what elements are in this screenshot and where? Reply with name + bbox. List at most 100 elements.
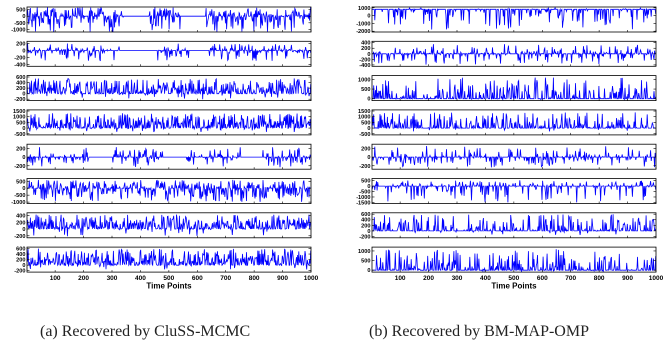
- y-tick-label: -1000: [356, 195, 370, 201]
- x-tick-label: 600: [192, 275, 203, 282]
- y-tick-label: 0: [367, 126, 370, 132]
- y-tick-label: 1000: [358, 77, 370, 83]
- subplot-3: 1000 500 0: [358, 75, 657, 103]
- y-tick-label: 200: [16, 220, 25, 226]
- y-tick-label: 0: [22, 126, 25, 132]
- y-tick-label: -500: [14, 193, 25, 199]
- series-line: [372, 249, 656, 273]
- series-line: [27, 43, 311, 62]
- subplot-1: 1000 0-1000 -2000: [356, 6, 657, 35]
- panel-right: 10000-1000-20004002000-200-4001000500015…: [356, 6, 663, 291]
- y-tick-label: -200: [14, 164, 25, 170]
- y-tick-label: 500: [361, 120, 370, 126]
- series-line: [372, 112, 656, 132]
- x-tick-label: 400: [480, 275, 491, 282]
- y-tick-label: 0: [367, 155, 370, 161]
- x-tick-label: 500: [508, 275, 519, 282]
- series-line: [27, 7, 311, 32]
- y-tick-label: 200: [16, 41, 25, 47]
- y-tick-label: 400: [16, 81, 25, 87]
- y-tick-label: 0: [367, 52, 370, 58]
- axes-box: [371, 143, 657, 170]
- y-tick-label: 200: [361, 147, 370, 153]
- y-tick-label: 0: [367, 14, 370, 20]
- y-tick-label: 200: [361, 223, 370, 229]
- y-tick-label: 1000: [358, 6, 370, 12]
- x-tick-label: 700: [565, 275, 576, 282]
- y-tick-label: 1000: [358, 115, 370, 121]
- y-tick-label: 400: [361, 41, 370, 47]
- x-tick-label: 900: [622, 275, 633, 282]
- x-tick-label: 800: [594, 275, 605, 282]
- y-tick-label: -200: [359, 57, 370, 63]
- y-tick-label: 0: [367, 184, 370, 190]
- x-tick-label: 1000: [304, 275, 319, 282]
- x-axis-label: Time Points: [491, 282, 537, 291]
- y-tick-label: -500: [359, 190, 370, 196]
- y-tick-label: -200: [14, 55, 25, 61]
- y-tick-label: 0: [22, 263, 25, 269]
- x-tick-label: 400: [135, 275, 146, 282]
- series-line: [372, 77, 656, 101]
- series-line: [372, 180, 656, 203]
- y-tick-label: 0: [22, 48, 25, 54]
- y-tick-label: -200: [14, 269, 25, 275]
- series-line: [372, 44, 656, 65]
- x-tick-label: 300: [107, 275, 118, 282]
- y-tick-label: 400: [16, 214, 25, 220]
- y-tick-label: 400: [361, 218, 370, 224]
- y-tick-label: 500: [361, 87, 370, 93]
- x-tick-label: 300: [452, 275, 463, 282]
- y-tick-label: 500: [16, 8, 25, 14]
- series-line: [27, 179, 311, 202]
- y-tick-label: -1000: [11, 27, 25, 33]
- y-tick-label: -200: [14, 234, 25, 240]
- y-tick-label: 600: [16, 75, 25, 81]
- y-tick-label: 0: [367, 97, 370, 103]
- x-tick-label: 1000: [649, 275, 663, 282]
- y-tick-label: 500: [361, 179, 370, 185]
- y-tick-label: 200: [16, 147, 25, 153]
- y-tick-label: 500: [361, 259, 370, 265]
- subplot-2: 2000-200 -400: [14, 40, 312, 69]
- y-tick-label: 1500: [358, 109, 370, 115]
- y-tick-label: 0: [367, 229, 370, 235]
- y-tick-label: 1000: [358, 249, 370, 255]
- y-tick-label: 500: [16, 120, 25, 126]
- y-tick-label: 0: [22, 186, 25, 192]
- x-tick-label: 700: [220, 275, 231, 282]
- series-line: [27, 248, 311, 270]
- x-tick-label: 800: [249, 275, 260, 282]
- series-line: [27, 77, 311, 100]
- y-tick-label: 200: [16, 86, 25, 92]
- y-tick-label: -200: [359, 234, 370, 240]
- y-tick-label: -200: [14, 97, 25, 103]
- x-tick-label: 200: [78, 275, 89, 282]
- y-tick-label: -400: [14, 63, 25, 69]
- y-tick-label: 0: [367, 268, 370, 274]
- series-line: [27, 147, 311, 168]
- caption-left: (a) Recovered by CluSS-MCMC: [40, 323, 251, 340]
- x-tick-label: 500: [163, 275, 174, 282]
- y-tick-label: -1000: [356, 21, 370, 27]
- axes-box: [26, 75, 312, 101]
- panel-left: 5000-500-10002000-200-4006004002000-2001…: [11, 6, 319, 291]
- subplot-8: 1000 500 0 100 200 300 400 500 600 700 800 900 1000 T…: [358, 246, 663, 291]
- y-tick-label: 200: [16, 258, 25, 264]
- x-tick-label: 100: [50, 275, 61, 282]
- x-tick-label: 200: [423, 275, 434, 282]
- y-tick-label: 500: [16, 179, 25, 185]
- y-tick-label: -1500: [356, 200, 370, 206]
- y-tick-label: -500: [359, 132, 370, 138]
- y-tick-label: -200: [359, 164, 370, 170]
- caption-right: (b) Recovered by BM-MAP-OMP: [369, 323, 589, 340]
- y-tick-label: -500: [14, 21, 25, 27]
